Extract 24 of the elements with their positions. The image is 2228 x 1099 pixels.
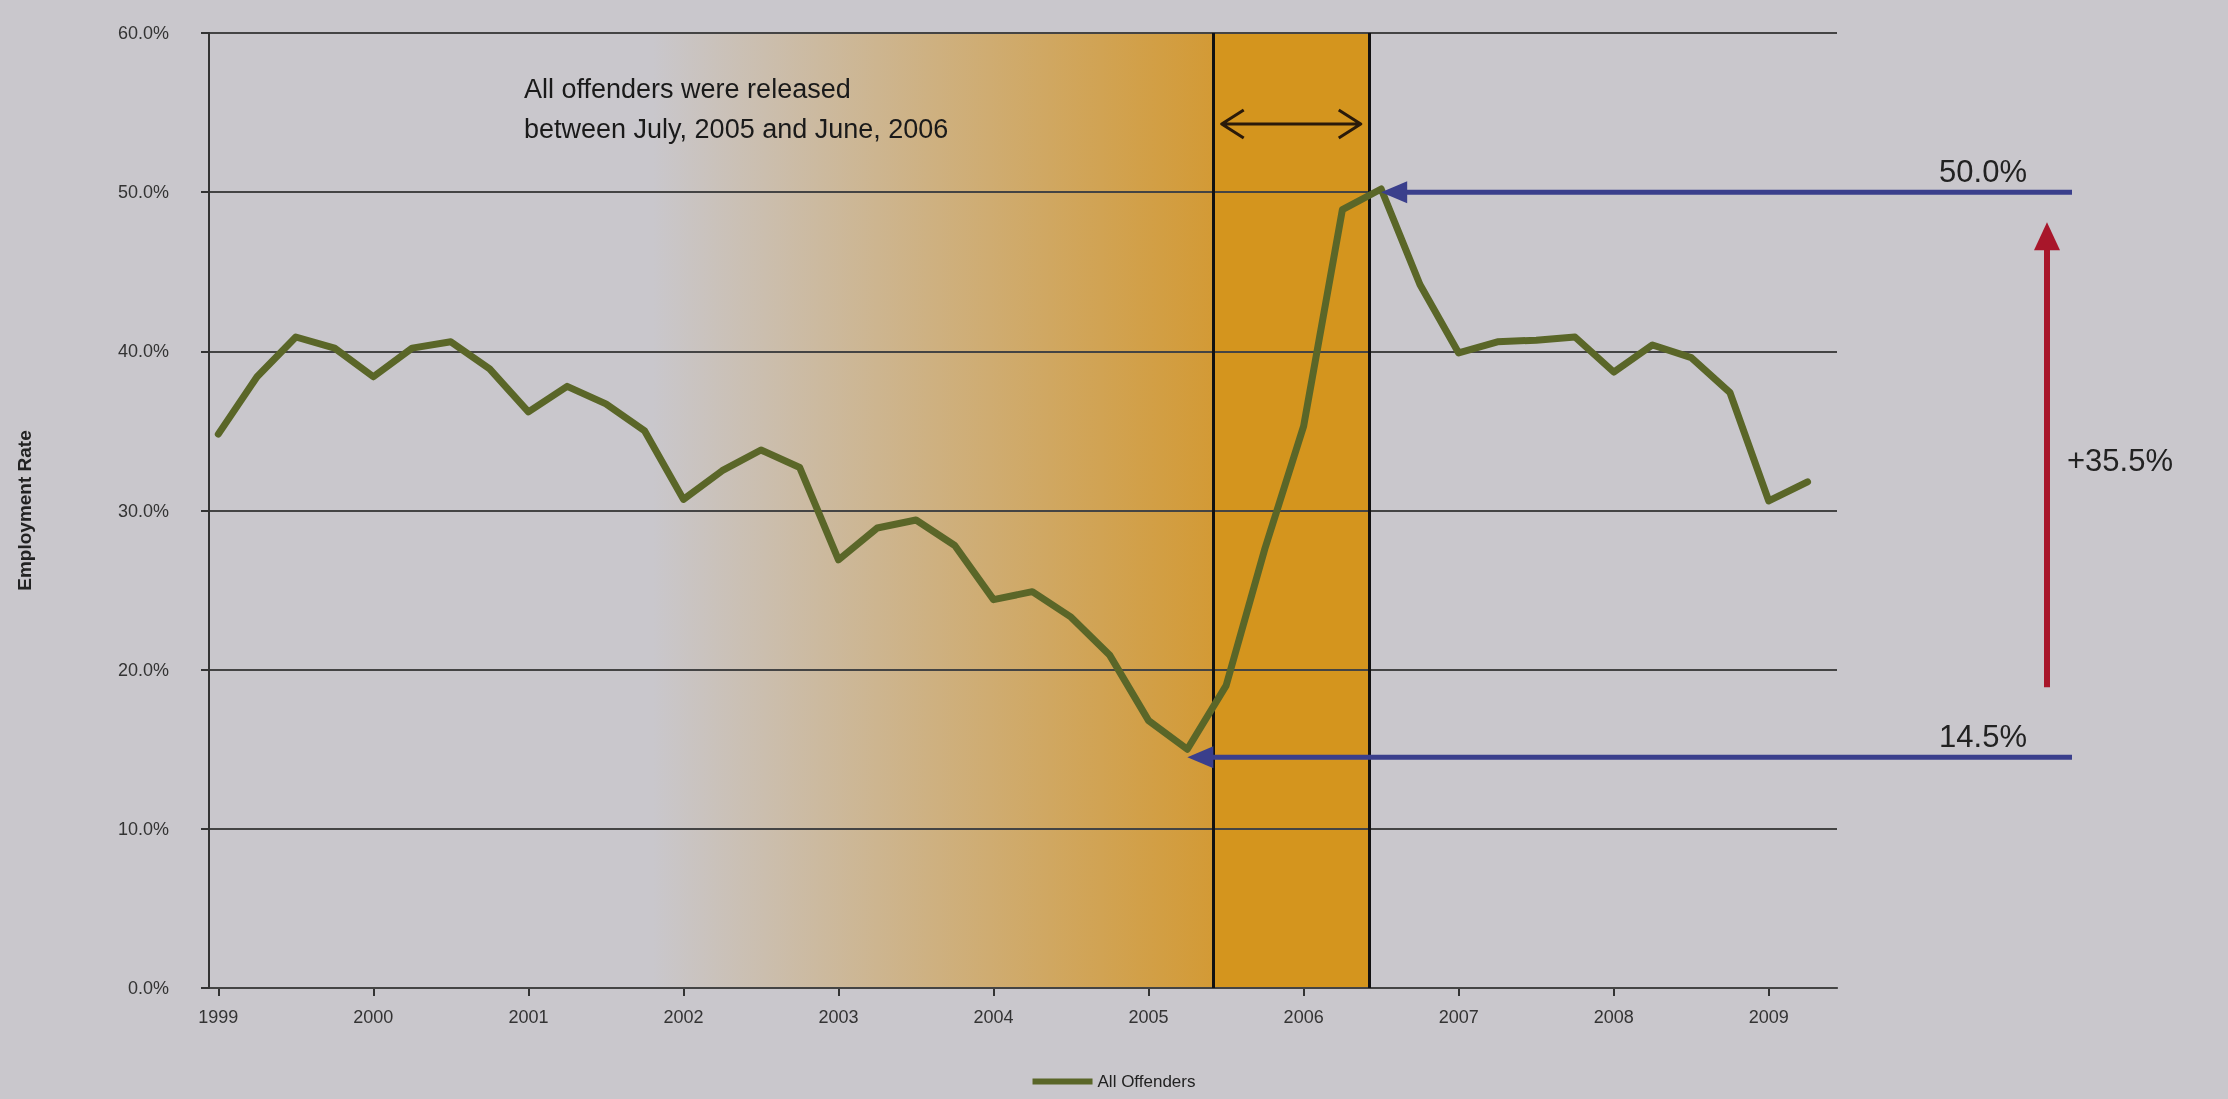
x-tick-label: 2009 <box>1748 1007 1789 1027</box>
y-axis-title: Employment Rate <box>14 430 35 591</box>
x-tick-label: 2007 <box>1438 1007 1479 1027</box>
y-tick-label: 0.0% <box>127 978 169 998</box>
x-tick-label: 1999 <box>198 1007 239 1027</box>
y-tick-label: 10.0% <box>117 818 169 839</box>
x-tick-label: 2006 <box>1283 1007 1324 1027</box>
ref-line-label: 50.0% <box>1939 154 2027 190</box>
annotation: All offenders were released between July, 2005 and June, 2006 <box>524 74 949 144</box>
x-tick-label: 2001 <box>508 1007 549 1027</box>
y-tick-label: 20.0% <box>117 659 169 680</box>
text: +35.5% <box>2067 442 2174 478</box>
y-tick-label: 50.0% <box>117 182 169 203</box>
y-tick-label: 30.0% <box>117 500 169 521</box>
x-tick-label: 2008 <box>1593 1007 1634 1027</box>
x-tick-label: 2004 <box>973 1007 1014 1027</box>
ref-line-label: 14.5% <box>1939 719 2027 755</box>
legend-label: All Offenders <box>1097 1072 1196 1091</box>
y-tick-label: 40.0% <box>117 341 169 362</box>
x-tick-label: 2005 <box>1128 1007 1169 1027</box>
y-tick-label: 60.0% <box>117 23 169 43</box>
x-tick-label: 2003 <box>818 1007 859 1027</box>
x-tick-label: 2000 <box>353 1007 394 1027</box>
x-tick-label: 2002 <box>663 1007 704 1027</box>
